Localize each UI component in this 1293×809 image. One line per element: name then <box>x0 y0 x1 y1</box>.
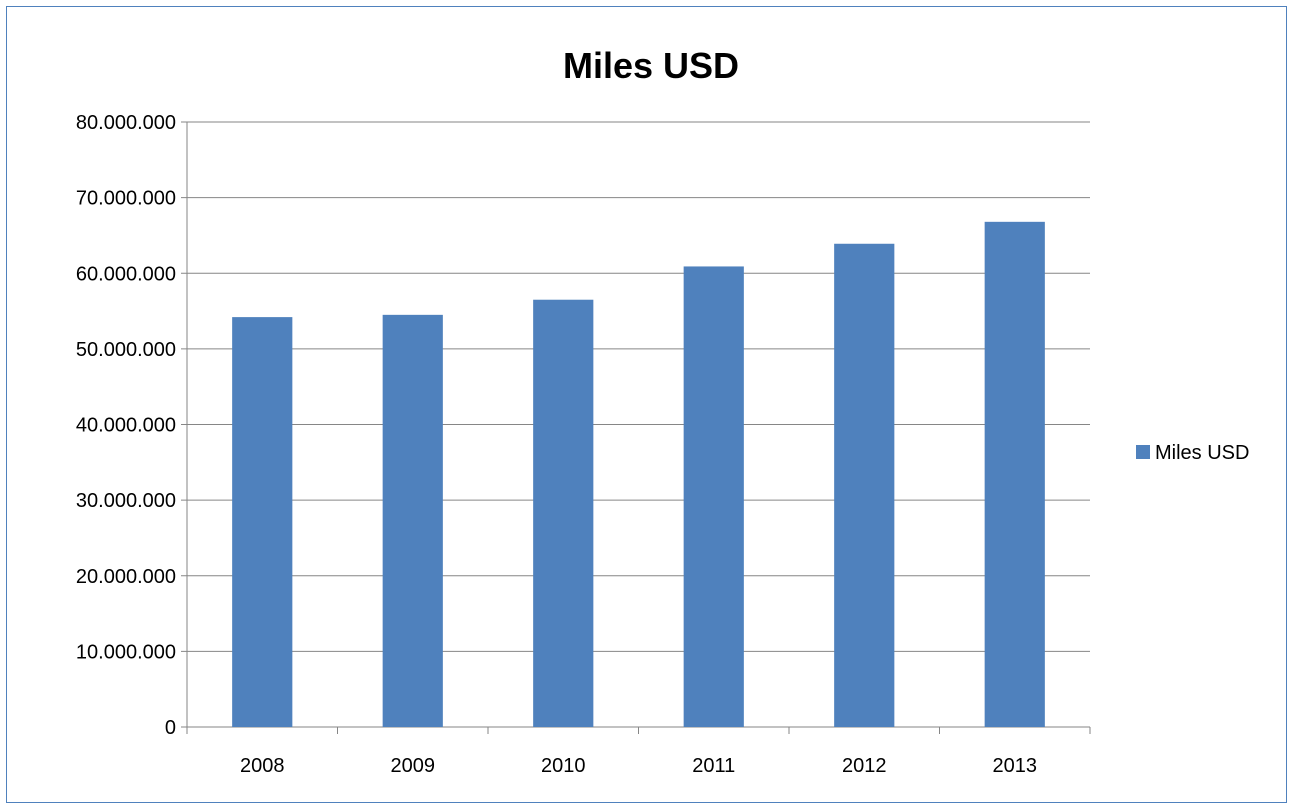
y-tick-label: 50.000.000 <box>76 339 176 361</box>
bar-2011 <box>683 266 744 727</box>
gridlines <box>187 121 1090 728</box>
y-axis: 0 10.000.000 20.000.000 30.000.000 40.000.00… <box>76 112 188 739</box>
bar-2010 <box>533 299 594 727</box>
bars <box>232 221 1045 727</box>
x-tick-label: 2012 <box>842 755 887 777</box>
y-tick-label: 40.000.000 <box>76 415 176 437</box>
bar-2012 <box>834 243 895 727</box>
x-tick-label: 2010 <box>541 755 586 777</box>
legend-label: Miles USD <box>1155 442 1249 464</box>
chart-frame <box>6 6 1287 803</box>
y-tick-label: 0 <box>165 717 176 739</box>
y-tick-label: 20.000.000 <box>76 566 176 588</box>
x-axis: 2008 2009 2010 2011 2012 2013 <box>186 726 1091 777</box>
x-tick-label: 2008 <box>240 755 285 777</box>
y-tick-label: 60.000.000 <box>76 263 176 285</box>
x-tick-label: 2013 <box>993 755 1038 777</box>
bar-2008 <box>232 317 293 727</box>
legend: Miles USD <box>1136 442 1249 464</box>
bar-2013 <box>984 221 1045 727</box>
bar-2009 <box>382 314 443 727</box>
x-tick-label: 2009 <box>391 755 436 777</box>
legend-swatch <box>1136 445 1150 459</box>
y-tick-label: 10.000.000 <box>76 641 176 663</box>
y-tick-label: 30.000.000 <box>76 490 176 512</box>
y-tick-label: 80.000.000 <box>76 112 176 134</box>
x-tick-label: 2011 <box>692 755 735 777</box>
y-tick-label: 70.000.000 <box>76 188 176 210</box>
chart-title: Miles USD <box>563 45 739 86</box>
